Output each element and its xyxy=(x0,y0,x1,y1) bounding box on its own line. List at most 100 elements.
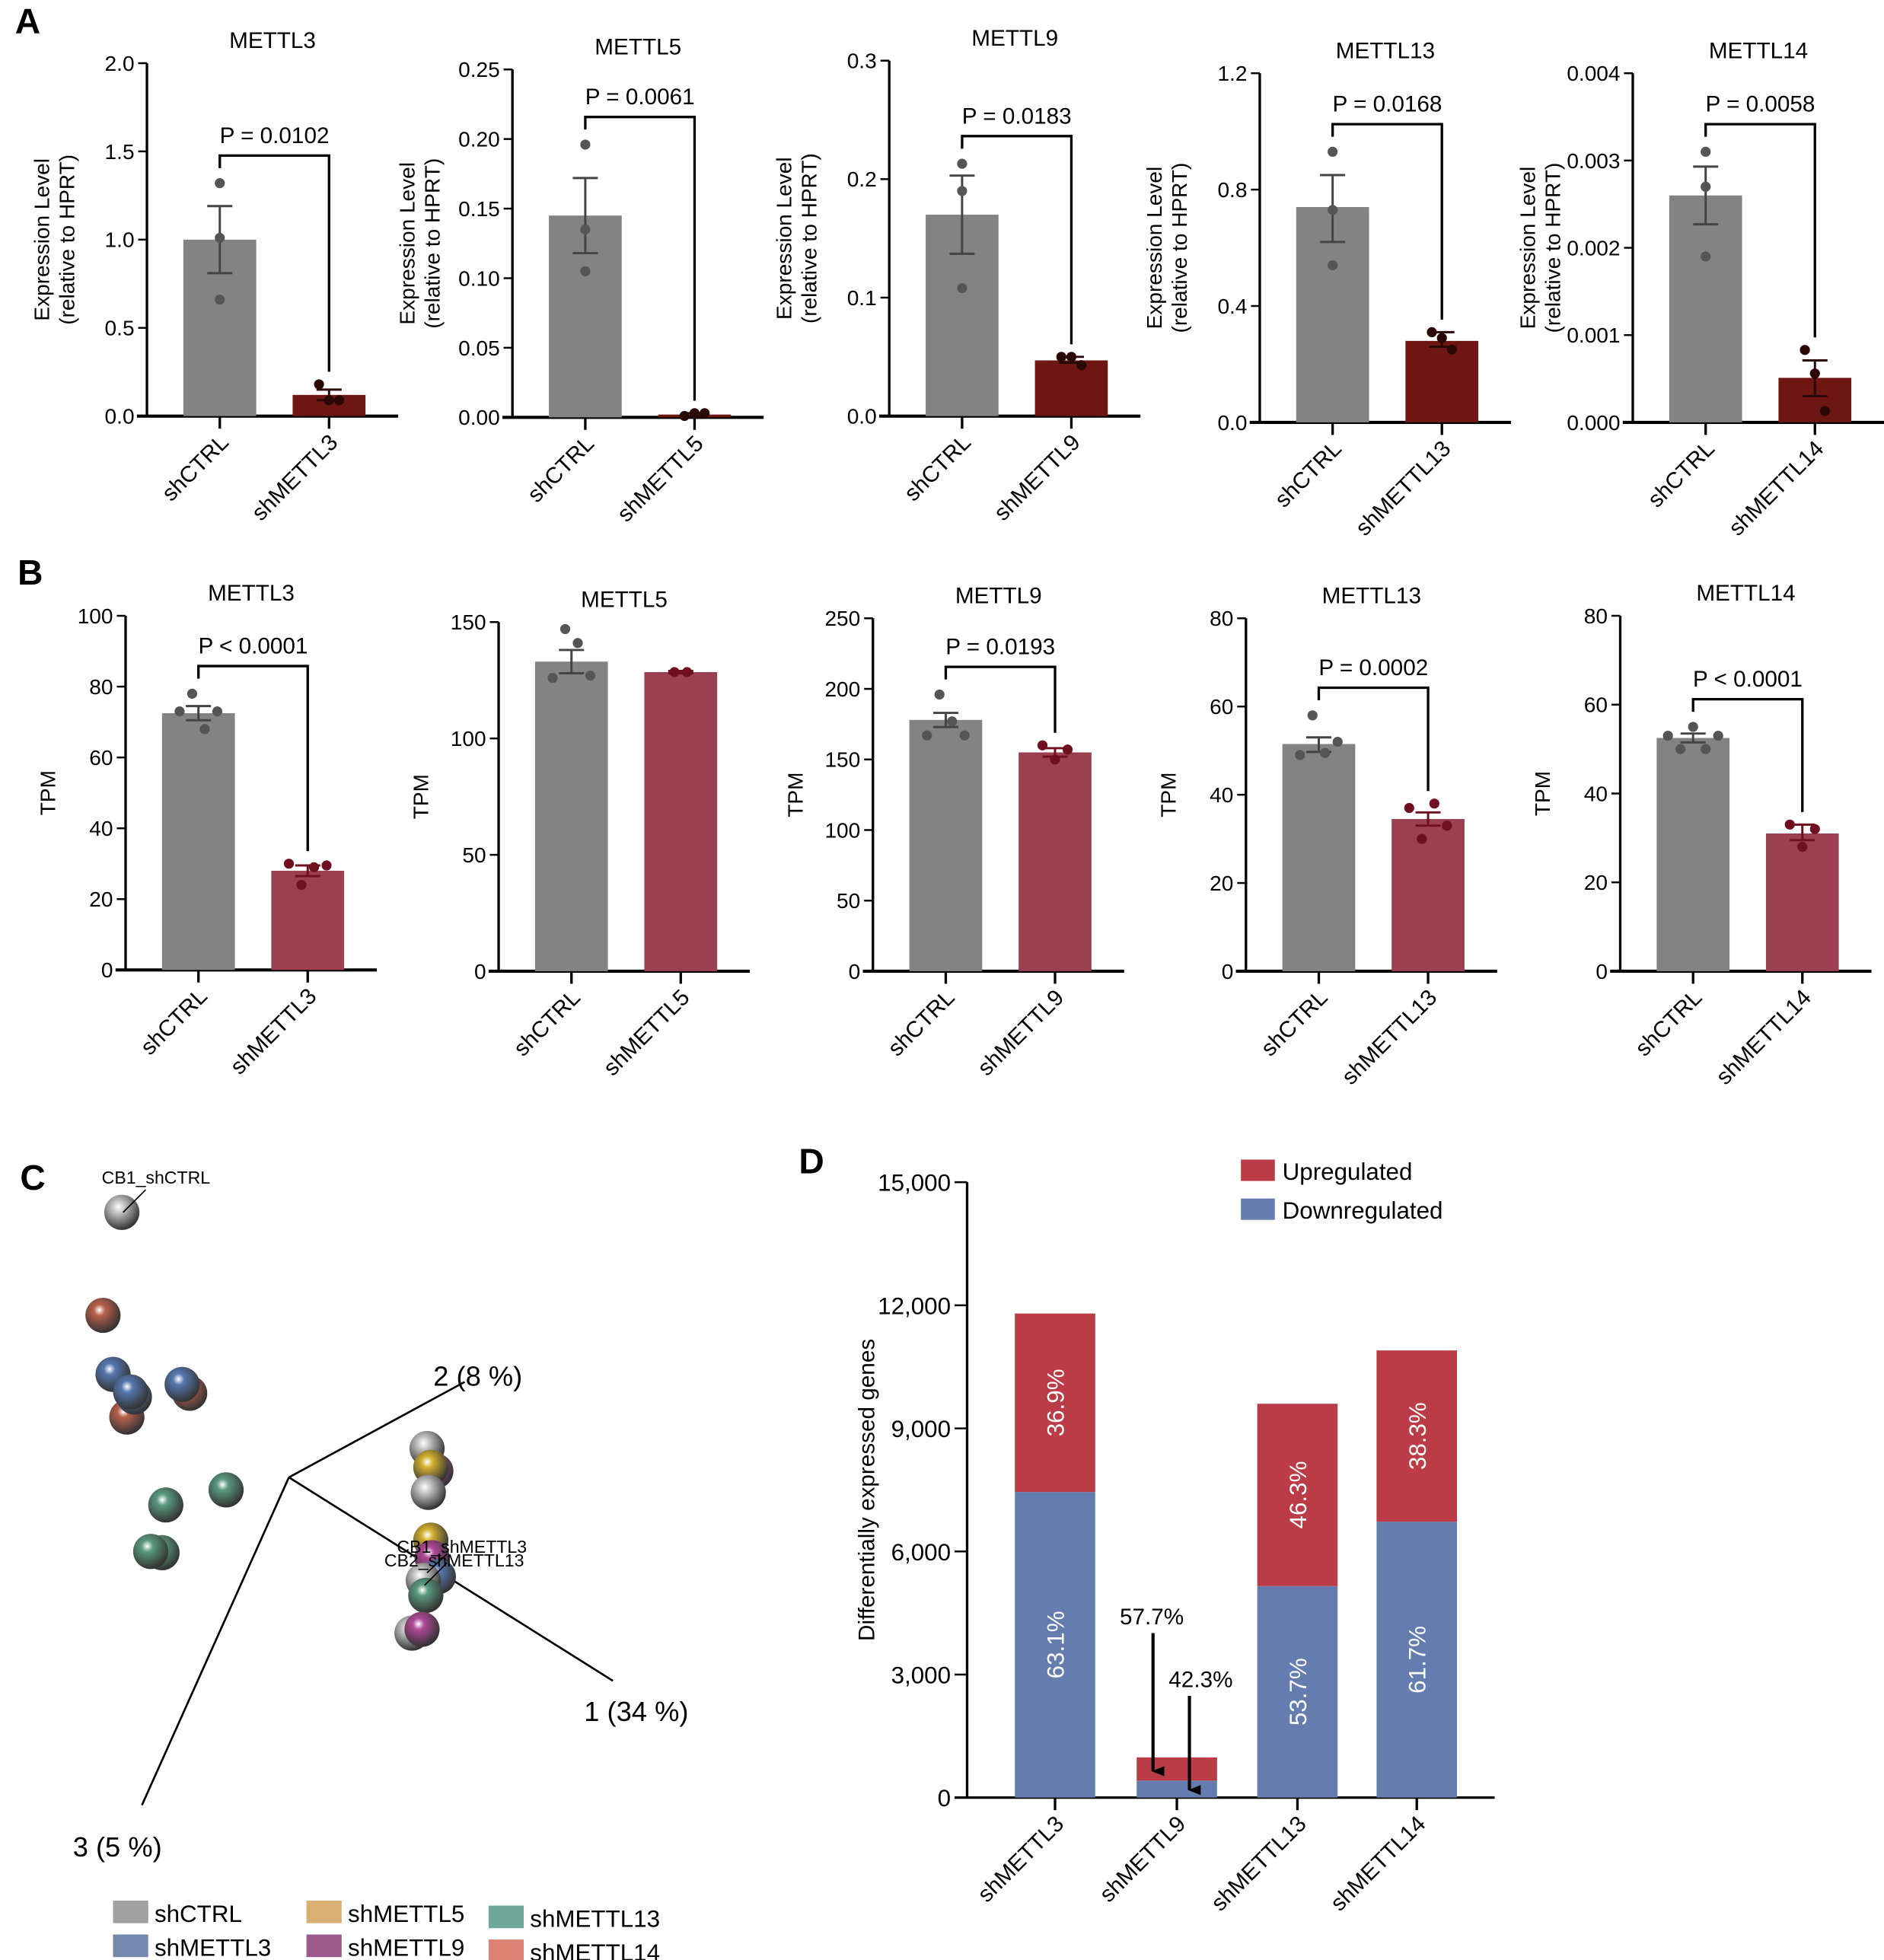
x-category-label: shCTRL xyxy=(1256,985,1332,1061)
bar-shmettl9 xyxy=(1019,752,1092,971)
bar-segment-downregulated xyxy=(1015,1492,1095,1798)
subplot-title: METTL9 xyxy=(971,26,1058,51)
bar-segment-upregulated xyxy=(1015,1313,1095,1493)
data-point xyxy=(700,408,710,419)
data-point xyxy=(572,638,583,649)
data-point xyxy=(1701,181,1711,192)
y-tick-label: 0.0 xyxy=(847,405,877,429)
y-tick-label: 50 xyxy=(837,889,860,913)
y-tick-label: 0.004 xyxy=(1567,62,1620,85)
y-tick-label: 0.0 xyxy=(105,405,135,429)
annotation-leader xyxy=(426,1553,448,1573)
y-tick-label: 40 xyxy=(1584,782,1608,805)
y-tick-label: 0.05 xyxy=(458,336,500,360)
y-tick-label: 100 xyxy=(451,727,486,751)
x-category-label: shCTRL xyxy=(136,983,212,1060)
y-tick-label: 0.1 xyxy=(847,286,877,310)
y-axis-label: Expression Level xyxy=(396,162,419,325)
subplot-b-mettl5: 0 50 100 150 METTL5 TPM shCTRL shMETTL5 xyxy=(410,587,751,1081)
data-point xyxy=(296,880,307,891)
bar-segment-upregulated xyxy=(1136,1757,1217,1781)
p-value-label: P = 0.0102 xyxy=(220,123,330,148)
y-tick-label: 100 xyxy=(78,604,113,628)
sample-sphere-shctrl xyxy=(104,1194,140,1230)
significance-bracket xyxy=(944,665,1057,733)
legend-swatch-upregulated xyxy=(1241,1159,1275,1181)
significance-bracket xyxy=(1317,686,1430,792)
bar-shmettl13 xyxy=(1391,819,1465,971)
subplot-title: METTL13 xyxy=(1336,38,1435,63)
y-tick-label: 0.002 xyxy=(1567,236,1620,260)
data-point xyxy=(1688,722,1698,732)
sample-sphere-shmettl14 xyxy=(85,1297,121,1334)
subplot-title: METTL14 xyxy=(1709,38,1808,63)
y-tick-label: 0 xyxy=(474,960,486,983)
x-category-label: shMETTL9 xyxy=(973,985,1069,1081)
x-category-label: shMETTL9 xyxy=(990,430,1085,526)
data-point xyxy=(580,224,591,235)
data-point xyxy=(1056,352,1066,362)
p-value-label: P = 0.0061 xyxy=(585,84,695,110)
data-point xyxy=(1332,736,1343,747)
data-point xyxy=(324,395,334,406)
legend-label: shMETTL14 xyxy=(530,1939,660,1960)
legend-swatch xyxy=(306,1900,342,1923)
data-point xyxy=(580,266,591,276)
sample-annotation: CB2_shMETTL13 xyxy=(384,1550,524,1570)
y-tick-label: 150 xyxy=(451,610,486,634)
significance-bracket xyxy=(584,116,697,401)
y-tick-label: 1.0 xyxy=(105,228,135,252)
data-point xyxy=(1701,251,1711,262)
subplot-b-mettl9: 0 50 100 150 200 250 METTL9 TPM shCTRL shMETTL9 P … xyxy=(783,584,1124,1081)
subplot-a-mettl3: 0.0 0.5 1.0 1.5 2.0 METTL3 Expression Level (re… xyxy=(30,28,399,526)
y-tick-label: 0.8 xyxy=(1217,178,1247,202)
y-tick-label: 6,000 xyxy=(891,1539,951,1566)
subplot-title: METTL3 xyxy=(229,28,316,53)
y-tick-label: 2.0 xyxy=(105,52,135,75)
p-value-label: P = 0.0002 xyxy=(1318,655,1428,680)
y-tick-label: 0.00 xyxy=(458,406,500,429)
p-value-label: P = 0.0193 xyxy=(945,635,1055,660)
pc-axis-3 xyxy=(141,1477,290,1806)
data-point xyxy=(1429,798,1439,809)
sample-sphere-shmettl13 xyxy=(408,1577,444,1614)
legend-swatch xyxy=(306,1934,342,1958)
sample-sphere-shmettl3 xyxy=(164,1366,200,1402)
data-point xyxy=(1050,754,1060,765)
panel-letter-c: C xyxy=(20,1158,45,1197)
x-category-label: shCTRL xyxy=(523,431,599,507)
data-point xyxy=(1427,327,1437,338)
y-axis-label: (relative to HPRT) xyxy=(421,158,445,329)
y-axis-label: (relative to HPRT) xyxy=(798,153,821,323)
y-tick-label: 9,000 xyxy=(891,1416,951,1442)
y-tick-label: 80 xyxy=(89,675,113,699)
y-tick-label: 200 xyxy=(824,677,860,701)
y-tick-label: 100 xyxy=(824,818,860,842)
data-point xyxy=(957,282,968,294)
x-category-label: shCTRL xyxy=(1631,985,1707,1061)
sample-sphere-shmettl13 xyxy=(148,1487,183,1523)
y-axis-label: (relative to HPRT) xyxy=(1168,163,1191,333)
data-point xyxy=(308,862,320,872)
data-point xyxy=(1404,802,1414,814)
y-tick-label: 1.2 xyxy=(1217,62,1247,85)
bar-shctrl xyxy=(161,712,235,970)
data-point xyxy=(1446,344,1457,355)
data-point xyxy=(283,859,295,869)
legend-label: shMETTL5 xyxy=(348,1901,464,1927)
pc3-axis-label: 3 (5 %) xyxy=(73,1831,162,1863)
significance-bracket xyxy=(1704,123,1816,338)
x-category-label: shMETTL13 xyxy=(1351,436,1456,541)
callout-percent-label: 57.7% xyxy=(1120,1605,1184,1630)
data-point xyxy=(934,689,945,700)
data-point xyxy=(679,410,690,422)
data-point xyxy=(580,139,591,150)
callout-percent-label: 42.3% xyxy=(1168,1667,1232,1692)
significance-bracket xyxy=(197,664,309,852)
y-tick-label: 60 xyxy=(1584,693,1608,717)
bar-shmettl9 xyxy=(1034,360,1108,416)
segment-percent-label: 38.3% xyxy=(1404,1402,1431,1470)
data-point xyxy=(186,688,198,699)
sample-sphere-shmettl3 xyxy=(113,1374,148,1410)
y-axis-label: (relative to HPRT) xyxy=(55,155,78,325)
